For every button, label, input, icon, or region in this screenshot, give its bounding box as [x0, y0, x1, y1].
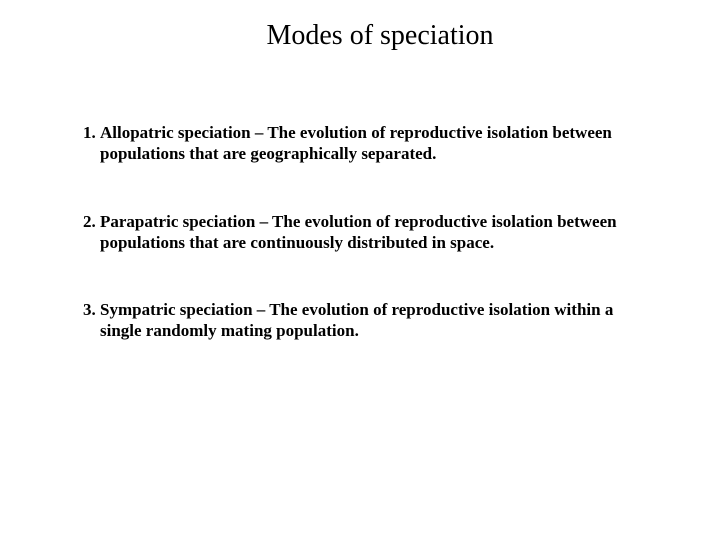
slide-title: Modes of speciation [100, 20, 660, 52]
list-item: Parapatric speciation – The evolution of… [100, 211, 660, 254]
list-item: Sympatric speciation – The evolution of … [100, 299, 660, 342]
definition-list: Allopatric speciation – The evolution of… [60, 122, 660, 342]
slide: Modes of speciation Allopatric speciatio… [0, 0, 720, 540]
list-item: Allopatric speciation – The evolution of… [100, 122, 660, 165]
